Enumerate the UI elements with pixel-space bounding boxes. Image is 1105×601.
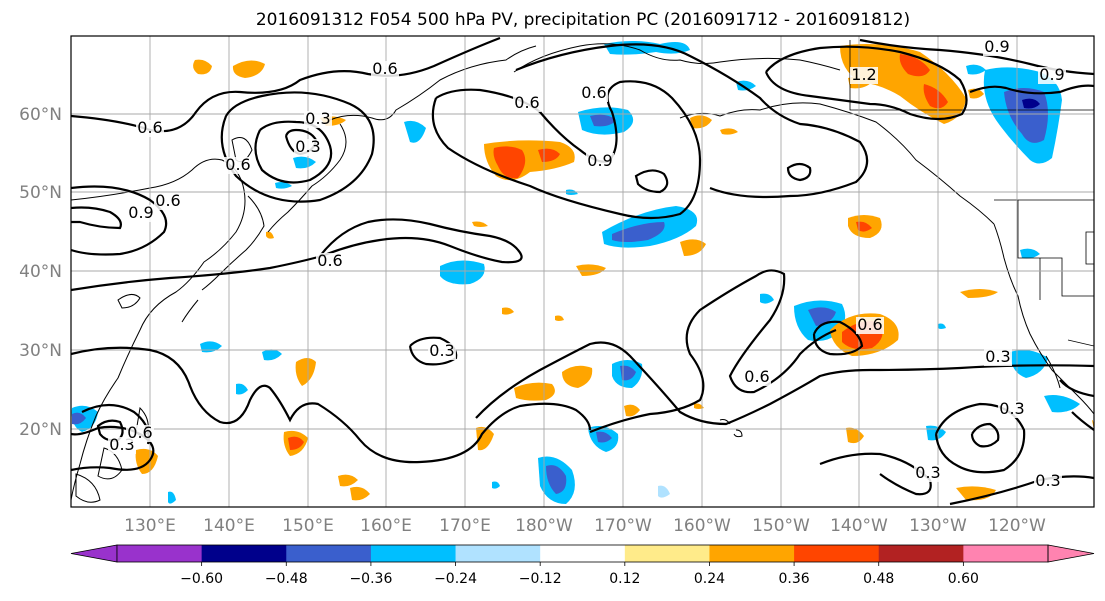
coastlines — [71, 43, 1094, 503]
svg-text:0.6: 0.6 — [514, 93, 539, 112]
lon-label: 160°E — [360, 516, 412, 536]
lon-label: 130°E — [124, 516, 176, 536]
colorbar-outline — [116, 544, 1049, 563]
contour-label: 0.3 — [1034, 471, 1062, 490]
longitude-labels: 130°E 140°E 150°E 160°E 170°E 180°W 170°W 160°W… — [124, 516, 1046, 536]
colorbar-tick-label: −0.48 — [265, 571, 308, 587]
svg-text:0.6: 0.6 — [857, 315, 882, 334]
contour-label: 0.3 — [998, 399, 1026, 418]
colorbar-extend-low — [70, 544, 118, 563]
contour-label: 0.6 — [136, 118, 164, 137]
precipitation-shading — [71, 41, 1094, 504]
svg-text:0.6: 0.6 — [372, 59, 397, 78]
map-frame — [70, 35, 1095, 508]
svg-text:0.6: 0.6 — [137, 118, 162, 137]
contour-label: 0.9 — [586, 151, 614, 170]
colorbar-tick-label: −0.12 — [519, 571, 562, 587]
colorbar-tick-label: −0.36 — [349, 571, 392, 587]
colorbar-segment — [370, 545, 457, 562]
borders — [849, 40, 1094, 347]
svg-text:0.6: 0.6 — [744, 367, 769, 386]
colorbar-tick-label: −0.60 — [180, 571, 223, 587]
svg-text:0.3: 0.3 — [915, 463, 940, 482]
lon-label: 130°W — [909, 516, 967, 536]
svg-text:0.6: 0.6 — [581, 83, 606, 102]
svg-text:0.9: 0.9 — [587, 151, 612, 170]
lon-label: 140°E — [203, 516, 255, 536]
svg-text:0.3: 0.3 — [985, 347, 1010, 366]
colorbar-tick-label: 0.12 — [609, 571, 640, 587]
lon-label: 150°W — [752, 516, 810, 536]
colorbar-segment — [540, 545, 626, 562]
colorbar-segment — [624, 545, 710, 562]
contour-label: 0.3 — [914, 463, 942, 482]
contour-label: 0.3 — [428, 341, 456, 360]
lon-label: 140°W — [830, 516, 888, 536]
contour-label: 0.6 — [126, 423, 154, 442]
contour-label: 0.6 — [580, 83, 608, 102]
contour-label: 0.6 — [513, 93, 541, 112]
colorbar-extend-high — [1047, 544, 1095, 563]
colorbar-tick-label: 0.48 — [863, 571, 894, 587]
colorbar-tick-label: 0.24 — [694, 571, 725, 587]
map-title: 2016091312 F054 500 hPa PV, precipitatio… — [256, 10, 910, 30]
svg-text:0.3: 0.3 — [429, 341, 454, 360]
contour-label: 0.3 — [304, 109, 332, 128]
svg-text:0.3: 0.3 — [305, 109, 330, 128]
svg-text:0.9: 0.9 — [984, 37, 1009, 56]
colorbar-segment — [963, 545, 1049, 562]
lon-label: 170°W — [594, 516, 652, 536]
lat-label: 30°N — [19, 341, 62, 361]
colorbar-tick-label: 0.60 — [948, 571, 979, 587]
lat-label: 60°N — [19, 105, 62, 125]
colorbar-segment — [117, 545, 203, 562]
svg-text:0.9: 0.9 — [1039, 65, 1064, 84]
svg-text:0.6: 0.6 — [225, 155, 250, 174]
svg-text:0.3: 0.3 — [999, 399, 1024, 418]
colorbar-segment — [286, 545, 372, 562]
colorbar-segment — [201, 545, 287, 562]
contour-label: 0.6 — [743, 367, 771, 386]
contour-labels: 0.60.60.60.60.60.60.60.60.90.90.90.90.3 0… — [108, 37, 1066, 490]
contour-label: 0.6 — [856, 315, 884, 334]
lon-label: 150°E — [282, 516, 334, 536]
contour-label: 1.2 — [850, 65, 878, 84]
lon-label: 170°E — [439, 516, 491, 536]
contour-label: 0.6 — [224, 155, 252, 174]
lat-label: 40°N — [19, 262, 62, 282]
lon-label: 120°W — [988, 516, 1046, 536]
svg-text:0.6: 0.6 — [317, 251, 342, 270]
svg-text:0.6: 0.6 — [127, 423, 152, 442]
contour-label: 0.6 — [316, 251, 344, 270]
contour-label: 0.9 — [127, 203, 155, 222]
contour-label: 0.6 — [154, 191, 182, 210]
colorbar: −0.60 −0.48 −0.36 −0.24 −0.12 0.12 0.24 0.36 0.4… — [70, 544, 1095, 587]
lon-label: 180°W — [515, 516, 573, 536]
colorbar-tick-label: 0.36 — [779, 571, 810, 587]
colorbar-segment — [794, 545, 880, 562]
svg-text:1.2: 1.2 — [851, 65, 876, 84]
contour-label: 0.9 — [1038, 65, 1066, 84]
lat-label: 50°N — [19, 183, 62, 203]
latitude-labels: 60°N 50°N 40°N 30°N 20°N — [19, 105, 62, 440]
contour-label: 0.9 — [983, 37, 1011, 56]
colorbar-segment — [709, 545, 795, 562]
contour-label: 0.6 — [371, 59, 399, 78]
svg-text:0.3: 0.3 — [295, 137, 320, 156]
colorbar-segment — [455, 545, 541, 562]
lon-label: 160°W — [673, 516, 731, 536]
svg-text:0.6: 0.6 — [155, 191, 180, 210]
lat-label: 20°N — [19, 420, 62, 440]
colorbar-segment — [878, 545, 964, 562]
svg-text:0.3: 0.3 — [1035, 471, 1060, 490]
svg-text:0.9: 0.9 — [128, 203, 153, 222]
contour-label: 0.3 — [984, 347, 1012, 366]
colorbar-tick-label: −0.24 — [434, 571, 477, 587]
contour-label: 0.3 — [294, 137, 322, 156]
